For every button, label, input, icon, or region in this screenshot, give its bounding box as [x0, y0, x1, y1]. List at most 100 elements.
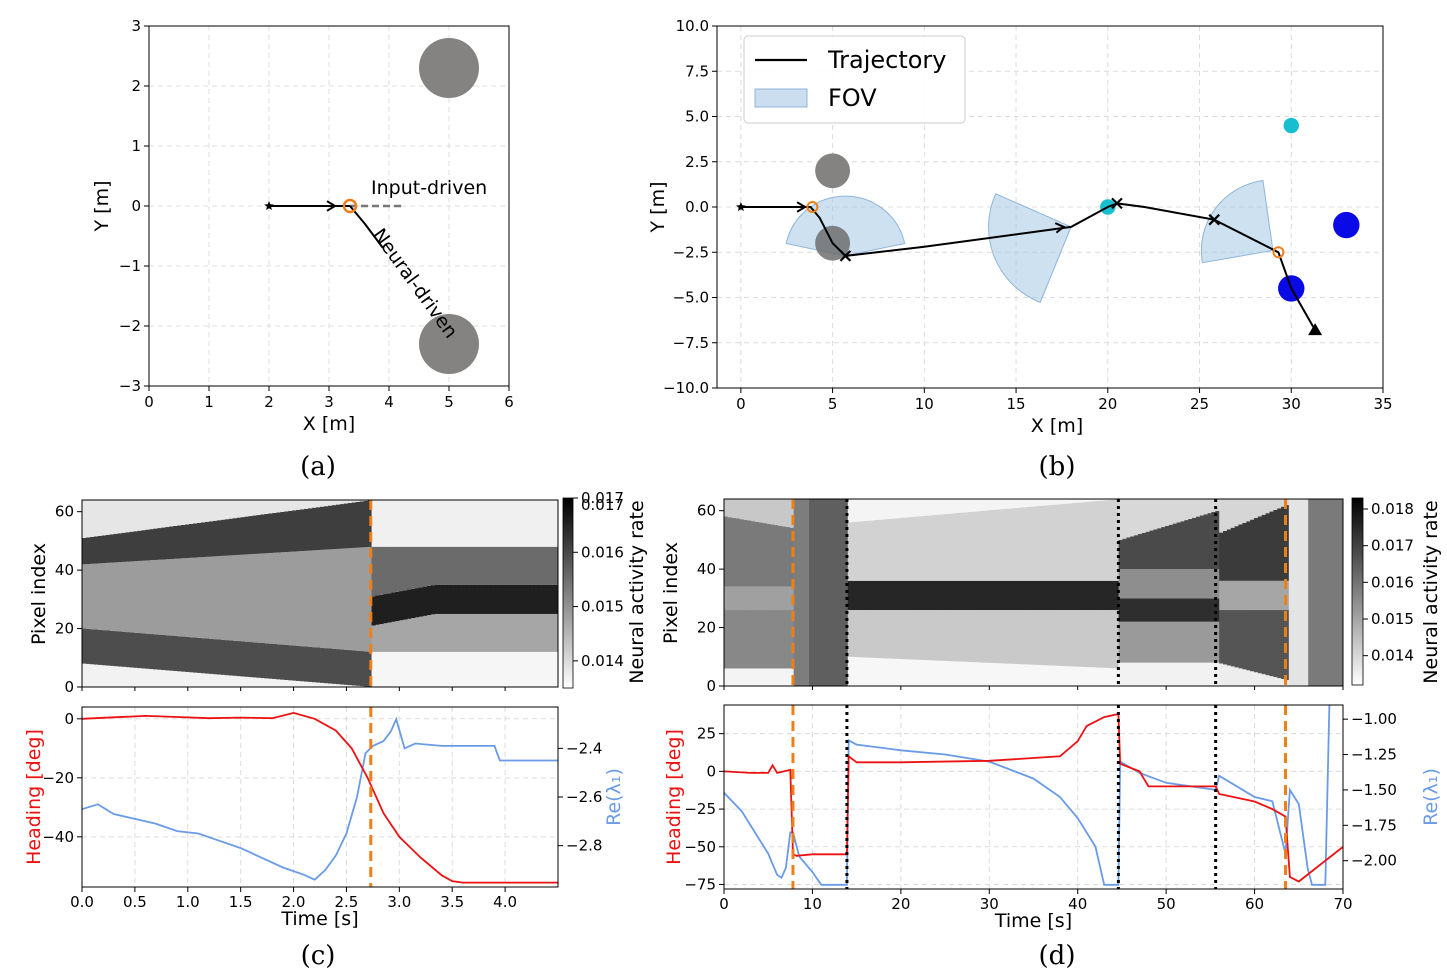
heatmap-cell [1130, 662, 1135, 686]
heatmap-cell [1118, 499, 1124, 540]
heatmap-cell [399, 546, 404, 592]
heatmap-cell [165, 635, 170, 671]
tick-label: 40 [1068, 895, 1087, 913]
heatmap-cell [754, 668, 760, 686]
heatmap-cell [1010, 499, 1015, 509]
heatmap-cell [921, 610, 926, 660]
heatmap-cell [339, 684, 345, 687]
tick-label: 20 [1098, 395, 1117, 413]
heatmap-cell [197, 557, 202, 638]
heatmap-cell [901, 610, 907, 660]
heatmap-cell [248, 642, 254, 678]
heatmap-cell [1157, 621, 1162, 663]
heatmap-cell [1161, 598, 1166, 622]
heatmap-cell [93, 664, 99, 687]
heatmap-cell [770, 586, 775, 611]
heatmap-cell [450, 651, 456, 687]
heatmap-cell [1041, 665, 1046, 686]
heatmap-cell [1265, 580, 1271, 611]
heatmap-cell [1126, 598, 1131, 622]
heatmap-cell [157, 528, 162, 560]
heatmap-cell [446, 500, 452, 547]
heatmap-cell [316, 550, 321, 648]
heatmap-cell [874, 499, 880, 520]
heatmap-cell [474, 651, 480, 687]
tick-label: −7.5 [673, 334, 709, 352]
heatmap-cell [778, 610, 783, 669]
heatmap-cell [1103, 610, 1108, 668]
heatmap-cell [300, 646, 305, 682]
heatmap-cell [304, 500, 309, 509]
heatmap-cell [1122, 662, 1127, 686]
heatmap-cell [782, 526, 787, 587]
heatmap-cell [1118, 621, 1124, 663]
heatmap-cell [1045, 665, 1050, 686]
heatmap-cell [987, 499, 992, 511]
heatmap-cell [871, 520, 876, 581]
tick-label: −10.0 [663, 379, 709, 397]
heatmap-cell [1192, 517, 1197, 570]
heatmap-cell [216, 639, 222, 675]
heatmap-cell [1076, 499, 1081, 503]
heatmap-cell [387, 546, 392, 594]
heatmap-cell [93, 500, 99, 537]
tick-label: −1 [119, 257, 141, 275]
heatmap-cell [105, 665, 111, 687]
heatmap-cell [526, 584, 531, 614]
heatmap-cell [272, 512, 277, 553]
heatmap-cell [137, 500, 143, 531]
heatmap-cell [442, 584, 448, 614]
heatmap-cell [1006, 663, 1011, 686]
heatmap-cell [399, 651, 404, 687]
grid [81, 707, 558, 887]
heatmap-cell [1176, 621, 1182, 663]
heatmap-cell [216, 674, 222, 687]
heatmap-cell [439, 651, 444, 687]
heatmap-cell [990, 499, 996, 510]
heatmap-cell [197, 522, 202, 558]
heatmap-cell [248, 516, 254, 555]
tick-label: 60 [697, 502, 716, 520]
heatmap-cell [335, 649, 341, 685]
heatmap-cell [797, 499, 802, 686]
heatmap-cell [940, 660, 946, 686]
heatmap-cell [1257, 610, 1263, 674]
heatmap-cell [1145, 621, 1151, 663]
heatmap-cell [855, 499, 861, 522]
heatmap-cell [97, 629, 103, 665]
heatmap-cell [1269, 511, 1274, 581]
heatmap-cell [1157, 528, 1162, 570]
heatmap-cell [1254, 580, 1259, 611]
heatmap-cell [1269, 610, 1274, 677]
heatmap-cell [1006, 610, 1011, 664]
heatmap-cell [1277, 499, 1282, 509]
heatmap-cell [1041, 505, 1046, 581]
heatmap-cell [1048, 504, 1054, 581]
trajectory-arrow [1054, 222, 1066, 234]
axes-frame [81, 706, 559, 888]
heatmap-cell [82, 500, 87, 538]
heatmap-cell [85, 537, 91, 565]
heatmap-cell [925, 660, 930, 686]
tick-label: 4.0 [493, 893, 517, 911]
heatmap-cell [766, 668, 772, 686]
heatmap-cell [506, 651, 511, 687]
heatmap-cell [1014, 580, 1019, 611]
heatmap-cell [1064, 666, 1069, 686]
heatmap-cell [272, 500, 277, 513]
heatmap-cell [494, 546, 500, 585]
heatmap-cell [782, 610, 787, 669]
heatmap-cell [256, 642, 262, 678]
heatmap-cell [1045, 505, 1050, 581]
tick-label: 40 [55, 561, 74, 579]
heatmap-cell [1025, 664, 1031, 686]
heatmap-cell [785, 668, 791, 686]
heatmap-cell [244, 641, 250, 677]
obstacle-circle [419, 314, 479, 374]
heatmap-cell [1037, 664, 1042, 686]
heatmap-cell [395, 651, 400, 687]
heatmap-cell [470, 584, 476, 614]
heatmap-cell [157, 669, 162, 687]
heatmap-cell [917, 610, 922, 660]
heatmap-cell [859, 657, 864, 686]
